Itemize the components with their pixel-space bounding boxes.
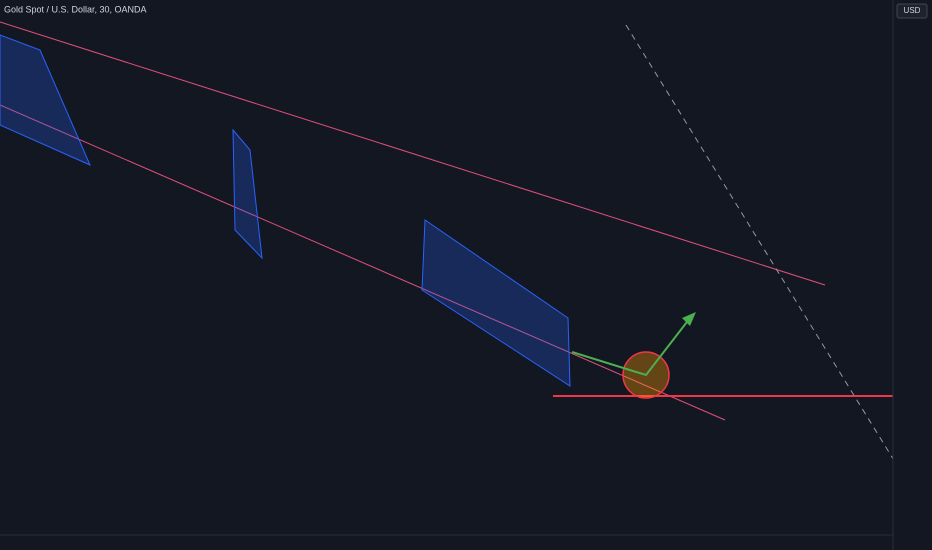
projection-arrow [571,317,691,377]
channel-line [0,104,726,421]
symbol-title: Gold Spot / U.S. Dollar, 30, OANDA [4,4,147,14]
regression-channel [0,34,91,166]
channel-line [0,21,826,286]
currency-button[interactable] [896,3,928,19]
regression-channel [232,128,263,260]
dashed-projection [625,24,893,460]
regression-channel [421,219,571,387]
arrow-head [682,312,696,326]
price-axis [893,0,932,550]
currency[interactable]: USD [904,6,921,15]
drawings [0,21,893,460]
